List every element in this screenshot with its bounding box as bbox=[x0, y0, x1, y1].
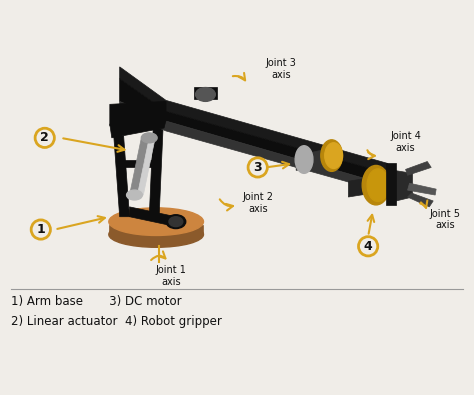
Polygon shape bbox=[109, 225, 203, 235]
Ellipse shape bbox=[109, 222, 203, 247]
Polygon shape bbox=[386, 164, 396, 205]
Polygon shape bbox=[129, 138, 149, 195]
Polygon shape bbox=[119, 79, 388, 185]
Polygon shape bbox=[110, 116, 167, 138]
Text: 1) Arm base       3) DC motor: 1) Arm base 3) DC motor bbox=[11, 295, 182, 308]
Ellipse shape bbox=[141, 133, 157, 143]
Ellipse shape bbox=[295, 146, 313, 173]
Ellipse shape bbox=[325, 143, 343, 168]
Polygon shape bbox=[119, 102, 388, 193]
Text: 1: 1 bbox=[36, 223, 45, 236]
Polygon shape bbox=[129, 207, 176, 227]
Ellipse shape bbox=[166, 215, 186, 229]
Ellipse shape bbox=[196, 88, 215, 102]
Polygon shape bbox=[388, 169, 412, 203]
Text: 4: 4 bbox=[364, 240, 373, 253]
Ellipse shape bbox=[169, 217, 183, 227]
Polygon shape bbox=[406, 162, 431, 175]
Polygon shape bbox=[117, 160, 156, 167]
Polygon shape bbox=[149, 128, 163, 217]
Polygon shape bbox=[114, 136, 129, 217]
Text: Joint 2
axis: Joint 2 axis bbox=[242, 192, 273, 214]
Text: 3: 3 bbox=[254, 161, 262, 174]
Ellipse shape bbox=[109, 208, 203, 235]
Polygon shape bbox=[348, 177, 373, 197]
Text: Joint 5
axis: Joint 5 axis bbox=[429, 209, 461, 231]
Polygon shape bbox=[119, 67, 388, 173]
Ellipse shape bbox=[367, 169, 389, 201]
Text: Joint 3
axis: Joint 3 axis bbox=[266, 58, 297, 80]
Text: Joint 4
axis: Joint 4 axis bbox=[390, 131, 421, 152]
Polygon shape bbox=[193, 87, 217, 100]
Ellipse shape bbox=[362, 166, 390, 205]
Ellipse shape bbox=[127, 190, 142, 200]
Polygon shape bbox=[408, 183, 436, 195]
Ellipse shape bbox=[321, 140, 343, 171]
Polygon shape bbox=[137, 138, 155, 195]
Polygon shape bbox=[296, 148, 334, 170]
Text: 2: 2 bbox=[40, 132, 49, 144]
Polygon shape bbox=[408, 193, 433, 207]
Text: Joint 1
axis: Joint 1 axis bbox=[155, 265, 186, 287]
Text: 2) Linear actuator  4) Robot gripper: 2) Linear actuator 4) Robot gripper bbox=[11, 315, 222, 328]
Polygon shape bbox=[110, 102, 166, 126]
